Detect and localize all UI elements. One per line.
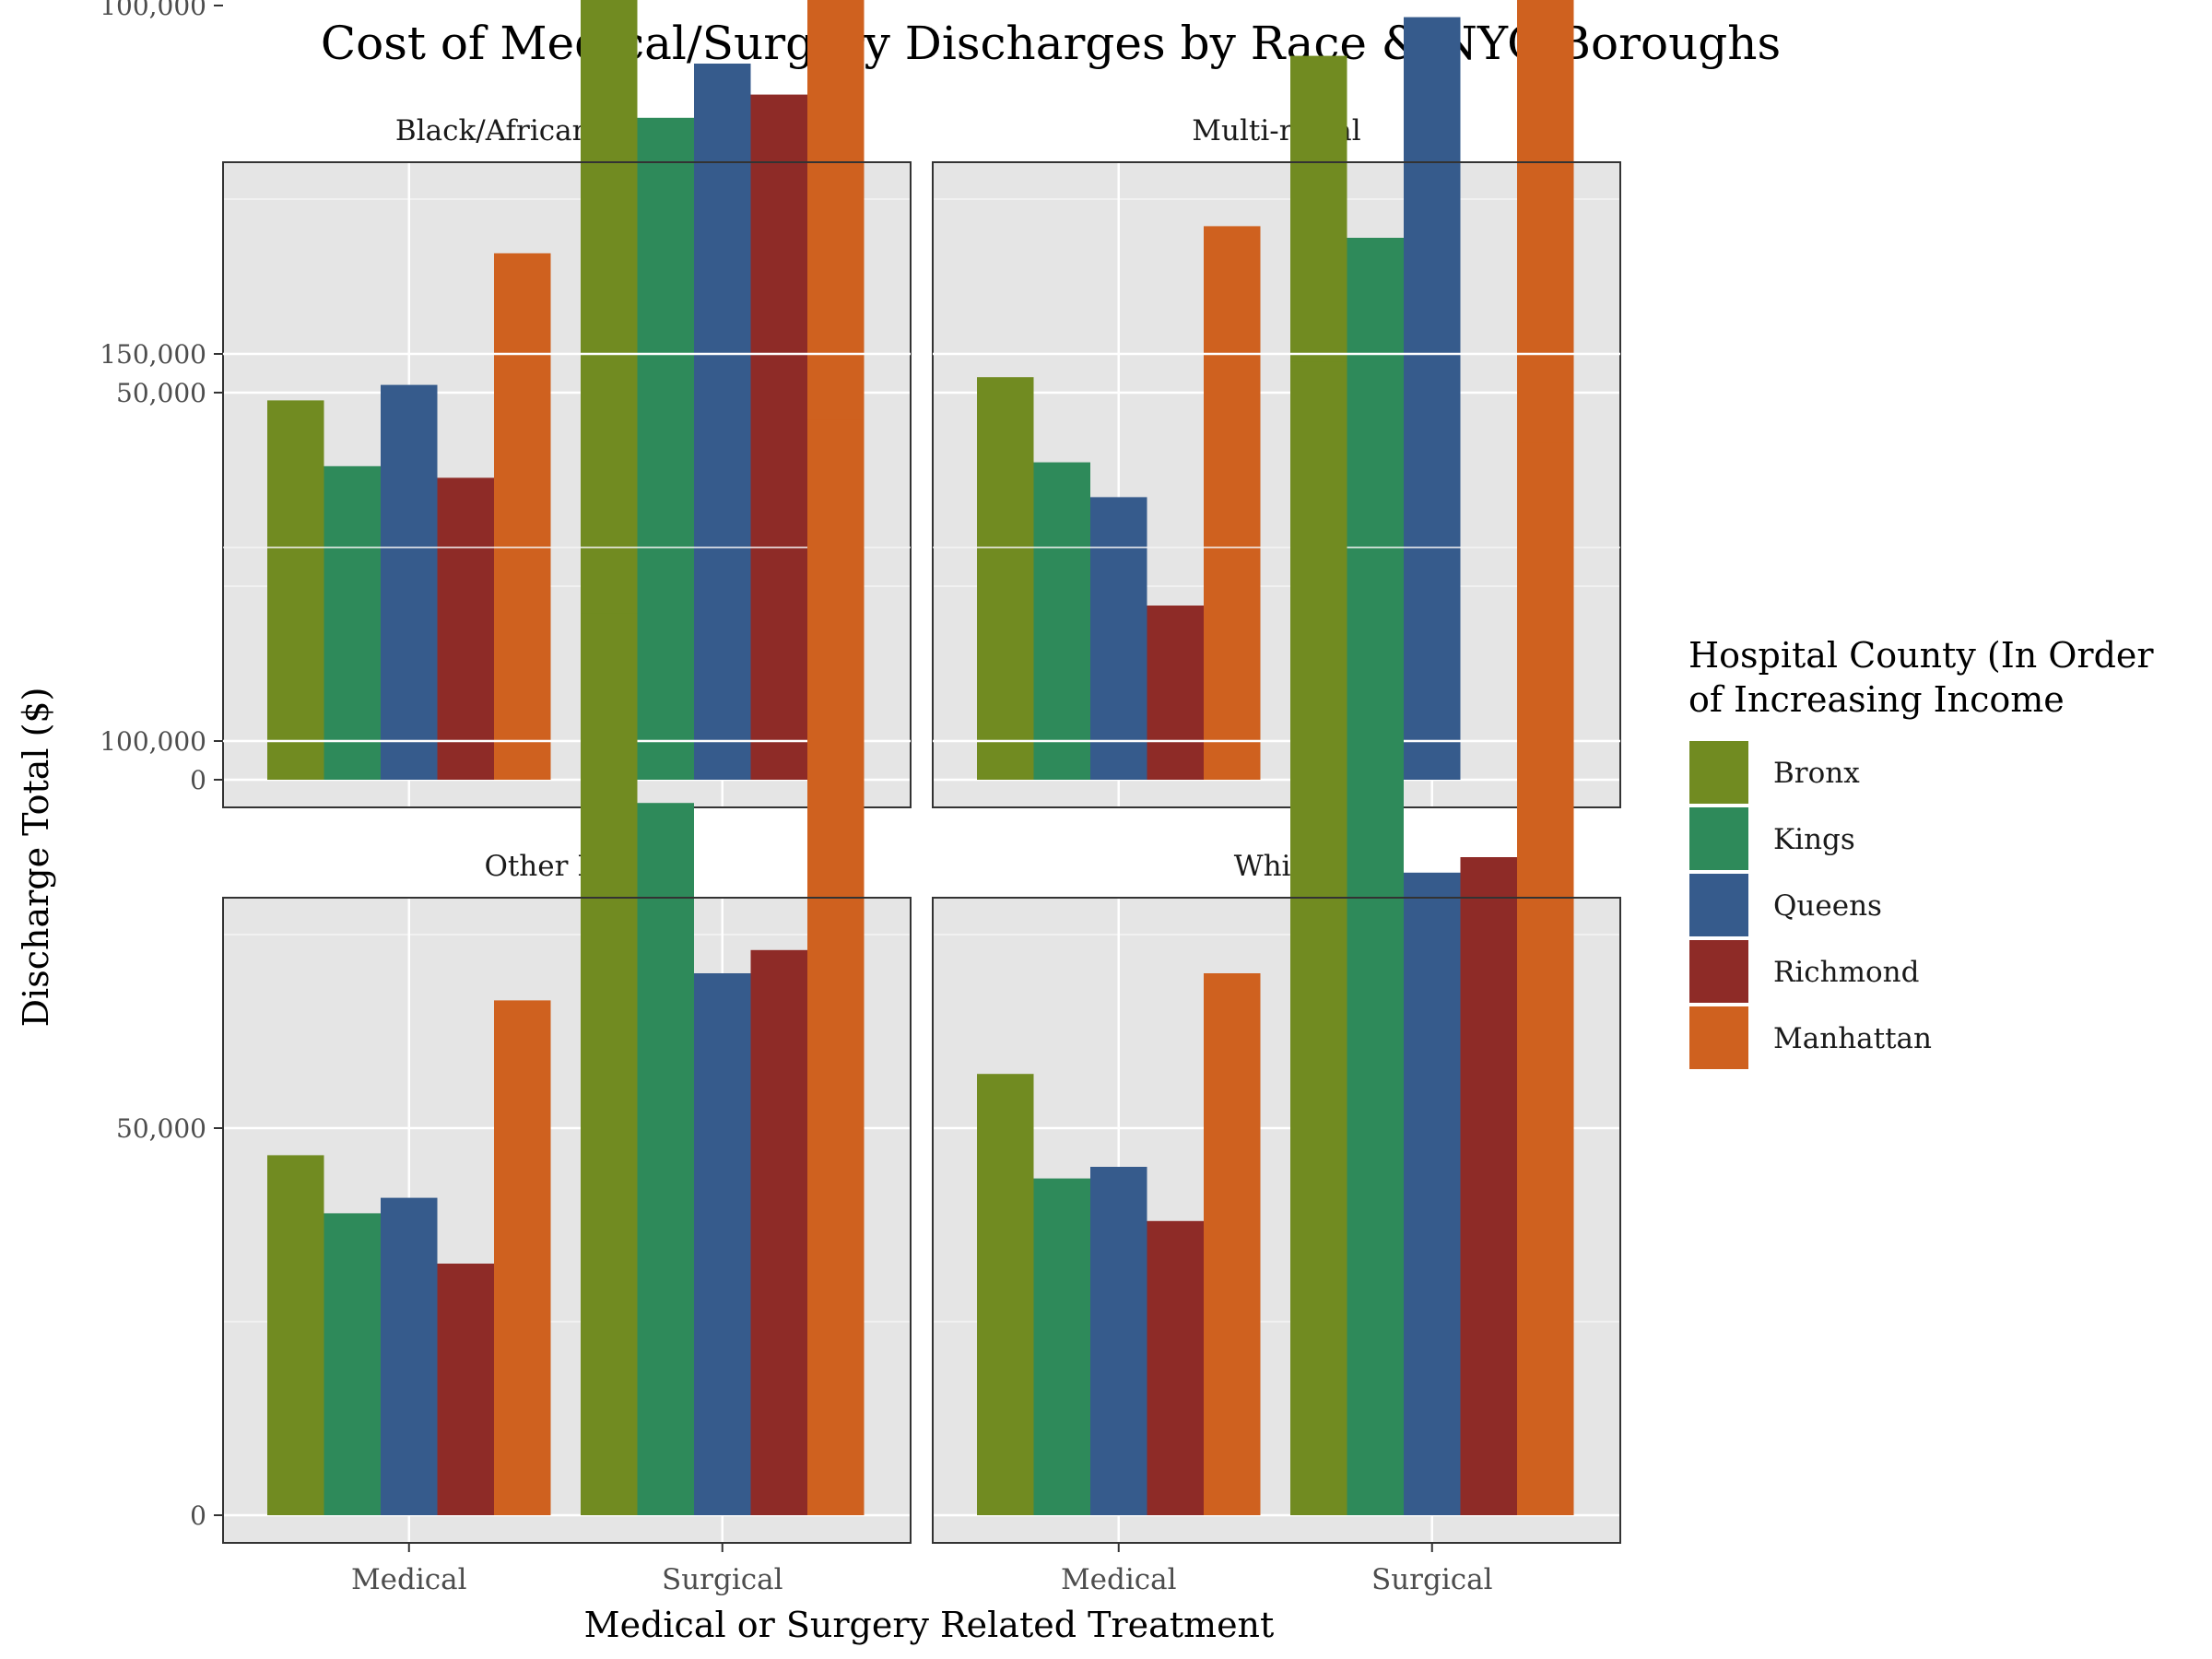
x-tick-label-medical: Medical	[351, 1563, 467, 1596]
bar-other-race-medical-queens	[381, 1197, 438, 1515]
bar-black-african-american-surgical-kings	[637, 117, 694, 781]
bar-other-race-medical-richmond	[437, 1264, 494, 1515]
bar-black-african-american-medical-richmond	[437, 477, 494, 780]
bar-multi-racial-medical-queens	[1090, 497, 1147, 780]
legend-title-line-2: of Increasing Income	[1688, 679, 2065, 720]
legend: Hospital County (In Order of Increasing …	[1688, 635, 2154, 1071]
bar-black-african-american-medical-kings	[324, 465, 381, 780]
y-tick-label: 150,000	[100, 339, 206, 370]
bar-white-medical-kings	[1033, 1178, 1090, 1515]
bar-black-african-american-surgical-richmond	[750, 94, 807, 781]
bar-other-race-medical-kings	[324, 1213, 381, 1515]
bar-multi-racial-medical-kings	[1033, 462, 1090, 780]
facet-multi-racial: Multi-racial	[932, 0, 1621, 808]
bar-white-medical-richmond	[1147, 1220, 1204, 1515]
bar-other-race-surgical-queens	[694, 973, 751, 1515]
bar-multi-racial-medical-richmond	[1147, 606, 1204, 780]
y-axis-title: Discharge Total ($)	[16, 688, 56, 1028]
legend-swatch-queens	[1688, 872, 1750, 938]
bar-other-race-medical-bronx	[267, 1155, 324, 1515]
bar-white-medical-queens	[1090, 1167, 1147, 1515]
panel-border	[932, 897, 1621, 1544]
legend-label-bronx: Bronx	[1773, 757, 1860, 790]
legend-swatch-kings	[1688, 806, 1750, 872]
bar-multi-racial-medical-manhattan	[1204, 226, 1261, 780]
legend-label-queens: Queens	[1773, 889, 1882, 923]
bar-other-race-surgical-kings	[637, 803, 694, 1515]
panel-border	[222, 897, 912, 1544]
legend-swatch-bronx	[1688, 739, 1750, 806]
bar-multi-racial-medical-bronx	[977, 377, 1034, 780]
bar-white-surgical-manhattan	[1517, 442, 1574, 1516]
legend-items: Bronx Kings Queens Richmond Manhattan	[1688, 739, 1932, 1071]
panel-border	[932, 161, 1621, 808]
x-tick-label-surgical: Surgical	[662, 1563, 783, 1596]
y-tick-label: 100,000	[100, 0, 206, 21]
legend-label-kings: Kings	[1773, 823, 1855, 856]
legend-title-line-1: Hospital County (In Order	[1688, 635, 2154, 676]
bar-other-race-surgical-manhattan	[807, 419, 865, 1515]
y-tick-label: 50,000	[116, 378, 206, 408]
y-tick-label: 100,000	[100, 726, 206, 757]
bar-other-race-surgical-richmond	[750, 949, 807, 1515]
x-axis-title: Medical or Surgery Related Treatment	[584, 1605, 1275, 1645]
legend-swatch-richmond	[1688, 938, 1750, 1005]
bar-white-medical-manhattan	[1204, 973, 1261, 1515]
bar-white-surgical-kings	[1347, 655, 1404, 1515]
bar-multi-racial-surgical-queens	[1404, 17, 1461, 781]
bar-black-african-american-medical-queens	[381, 384, 438, 780]
bar-white-medical-bronx	[977, 1074, 1034, 1515]
x-tick-label-surgical: Surgical	[1371, 1563, 1493, 1596]
bar-black-african-american-medical-bronx	[267, 400, 324, 780]
bar-white-surgical-richmond	[1460, 857, 1517, 1515]
bar-black-african-american-surgical-queens	[694, 64, 751, 780]
y-tick-label: 50,000	[116, 1113, 206, 1144]
legend-label-manhattan: Manhattan	[1773, 1022, 1932, 1055]
legend-swatch-manhattan	[1688, 1005, 1750, 1071]
y-tick-label: 0	[190, 1500, 206, 1531]
panel-border	[222, 161, 912, 808]
bar-white-surgical-bronx	[1290, 361, 1347, 1515]
bar-other-race-medical-manhattan	[494, 1000, 551, 1515]
facet-panels: Black/African American050,000100,000150,…	[100, 0, 1621, 1596]
bar-black-african-american-medical-manhattan	[494, 253, 551, 780]
legend-label-richmond: Richmond	[1773, 956, 1919, 989]
x-tick-label-medical: Medical	[1061, 1563, 1177, 1596]
bar-white-surgical-queens	[1404, 872, 1461, 1515]
y-tick-label: 0	[190, 765, 206, 795]
bar-other-race-surgical-bronx	[581, 613, 638, 1515]
